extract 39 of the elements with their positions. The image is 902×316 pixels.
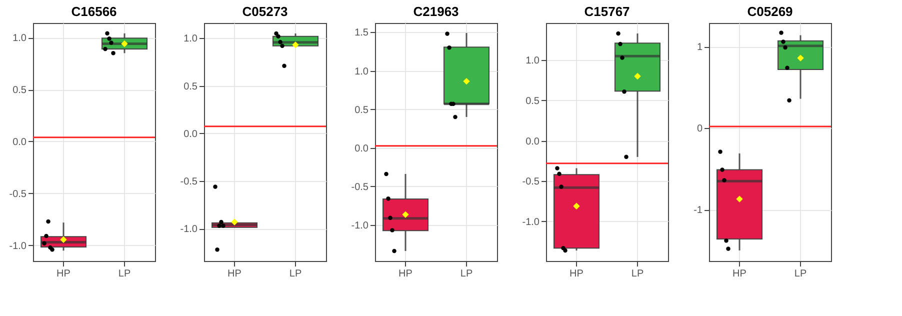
y-tick-label: -1.0 [351, 220, 369, 232]
x-tick-label: HP [228, 268, 242, 280]
x-tick-label: LP [289, 268, 302, 280]
x-tick-label: LP [460, 268, 473, 280]
y-tick-label: 1.0 [12, 33, 27, 44]
y-tick-label: 0.5 [526, 96, 540, 107]
y-tick-label: 0.0 [12, 136, 27, 148]
chart-title: C05269 [747, 4, 793, 19]
y-tick-label: 1.0 [184, 34, 198, 45]
x-tick-label: HP [570, 268, 584, 280]
chart-title: C21963 [413, 4, 459, 19]
y-tick-label: 1.0 [354, 66, 369, 78]
y-tick-label: 0.5 [354, 104, 369, 116]
y-tick-label: 0.5 [12, 85, 27, 96]
y-tick-label: 1.0 [526, 56, 540, 67]
y-tick-label: -1.0 [180, 224, 198, 236]
y-tick-label: 0.0 [526, 136, 540, 148]
y-tick-label: -1 [694, 205, 703, 216]
y-tick-label: -0.5 [351, 182, 369, 193]
y-tick-label: 0.5 [184, 81, 198, 92]
y-tick-label: -1.0 [9, 240, 27, 252]
y-tick-label: 0.0 [354, 143, 369, 154]
y-tick-label: 0 [696, 124, 703, 135]
y-tick-label: -0.5 [180, 176, 198, 188]
chart-title: C05273 [242, 4, 288, 19]
y-tick-label: 1 [696, 42, 703, 54]
y-tick-label: -0.5 [522, 176, 540, 188]
y-tick-label: -1.0 [522, 216, 540, 228]
chart-title: C15767 [584, 4, 630, 19]
x-tick-label: HP [56, 268, 71, 280]
x-tick-label: LP [631, 268, 644, 280]
y-tick-label: 1.5 [354, 28, 369, 39]
chart-title: C16566 [71, 4, 117, 19]
y-tick-label: -0.5 [9, 188, 27, 200]
x-tick-label: LP [794, 268, 807, 280]
y-tick-label: 0.0 [184, 128, 198, 140]
x-tick-label: HP [398, 268, 413, 280]
x-tick-label: LP [118, 268, 131, 280]
x-tick-label: HP [732, 268, 747, 280]
